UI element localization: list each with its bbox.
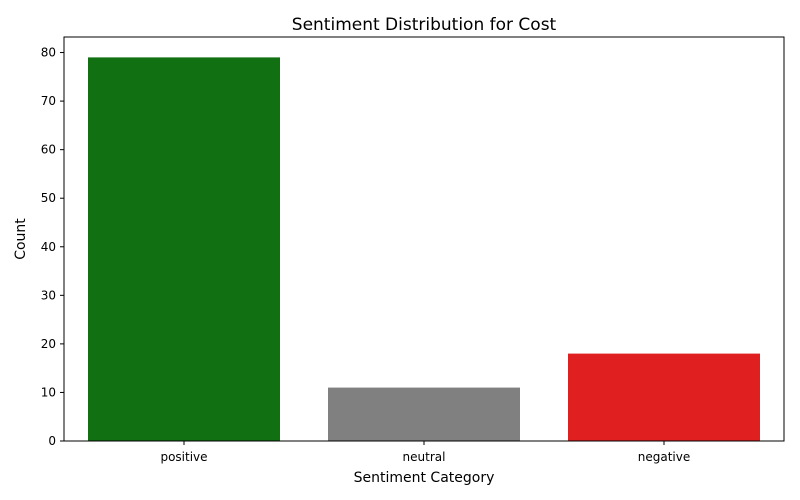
chart-title: Sentiment Distribution for Cost — [292, 15, 557, 35]
plot-frame — [63, 36, 785, 442]
y-tick-label: 20 — [41, 337, 56, 351]
y-tick-label: 10 — [41, 385, 56, 399]
y-tick-label: 0 — [48, 434, 56, 448]
bar-negative — [568, 353, 760, 441]
x-tick-label: positive — [160, 450, 207, 464]
y-tick-label: 30 — [41, 288, 56, 302]
x-tick-label: negative — [638, 450, 690, 464]
x-axis-label: Sentiment Category — [354, 470, 495, 486]
y-axis: 0 10 20 30 40 50 60 70 80 — [41, 46, 64, 448]
y-tick-label: 70 — [41, 94, 56, 108]
y-tick-label: 40 — [41, 240, 56, 254]
y-axis-label: Count — [13, 218, 29, 260]
x-tick-label: neutral — [403, 450, 446, 464]
x-axis: positive neutral negative — [160, 441, 690, 464]
y-tick-label: 50 — [41, 191, 56, 205]
bars-layer — [88, 57, 760, 441]
bar-positive — [88, 57, 280, 441]
y-tick-label: 60 — [41, 143, 56, 157]
bar-neutral — [328, 387, 520, 441]
y-tick-label: 80 — [41, 46, 56, 60]
